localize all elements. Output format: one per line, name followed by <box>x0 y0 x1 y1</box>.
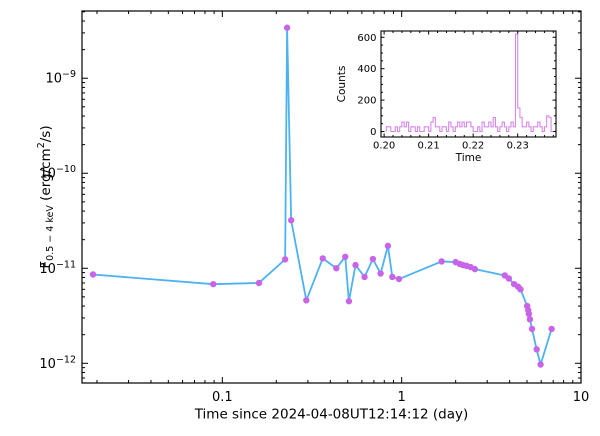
inset-frame <box>380 30 557 138</box>
main-plot-frame <box>81 10 582 384</box>
inset-y-tick-label: 0 <box>370 127 376 138</box>
data-point-marker <box>369 255 377 263</box>
data-point-marker <box>361 273 368 281</box>
inset-x-tick-label: 0.21 <box>418 141 440 152</box>
data-point-marker <box>303 297 310 304</box>
data-point-marker <box>210 280 217 288</box>
inset-y-tick-label: 400 <box>357 64 376 75</box>
inset-y-tick-label: 200 <box>357 96 376 107</box>
flux-markers <box>89 24 555 368</box>
x-axis-tick-label: 10 <box>573 390 590 405</box>
y-axis-label: F0.5 − 4 keV (erg/cm2/s) <box>36 125 56 268</box>
data-point-marker <box>377 270 384 277</box>
inset-y-axis-label: Counts <box>336 66 348 103</box>
data-point-marker <box>395 275 403 283</box>
data-point-marker <box>471 265 479 273</box>
data-point-marker <box>283 24 291 31</box>
data-point-marker <box>533 346 540 353</box>
x-axis-label: Time since 2024-04-08UT12:14:12 (day) <box>194 407 469 423</box>
data-point-marker <box>333 265 340 272</box>
x-axis-tick-label: 1 <box>398 390 406 405</box>
x-axis-tick-label: 0.1 <box>212 390 233 405</box>
y-axis-tick-label: 10−12 <box>39 354 76 372</box>
inset-x-tick-label: 0.22 <box>462 141 484 152</box>
inset-x-tick-label: 0.23 <box>507 141 529 152</box>
inset-x-tick-label: 0.20 <box>373 141 395 152</box>
data-point-marker <box>438 258 445 265</box>
inset-plot: 0.20 0.21 0.22 0.23 0 200 400 600 Time Counts <box>336 30 557 164</box>
data-point-marker <box>342 253 349 260</box>
data-point-marker <box>528 325 536 333</box>
inset-x-axis-label: Time <box>455 152 482 164</box>
data-point-marker <box>517 286 524 293</box>
y-axis-tick-label: 10−9 <box>45 69 76 87</box>
data-point-marker <box>537 361 544 368</box>
inset-x-axis: 0.20 0.21 0.22 0.23 <box>373 31 554 152</box>
data-point-marker <box>352 261 359 269</box>
data-point-marker <box>319 255 326 262</box>
inset-y-tick-label: 600 <box>357 33 376 44</box>
data-point-marker <box>389 273 396 281</box>
data-point-marker <box>526 316 534 323</box>
main-x-axis: 0.1 1 10 <box>96 11 590 405</box>
data-point-marker <box>525 310 533 318</box>
data-point-marker <box>255 279 263 287</box>
data-point-marker <box>384 242 392 250</box>
inset-y-axis: 0 200 400 600 <box>357 33 556 138</box>
data-point-marker <box>287 217 295 224</box>
inset-step-line <box>385 33 554 133</box>
data-point-marker <box>345 298 353 305</box>
data-point-marker <box>548 325 555 333</box>
data-point-marker <box>89 271 97 278</box>
data-point-marker <box>281 256 289 263</box>
data-point-marker <box>505 275 513 282</box>
